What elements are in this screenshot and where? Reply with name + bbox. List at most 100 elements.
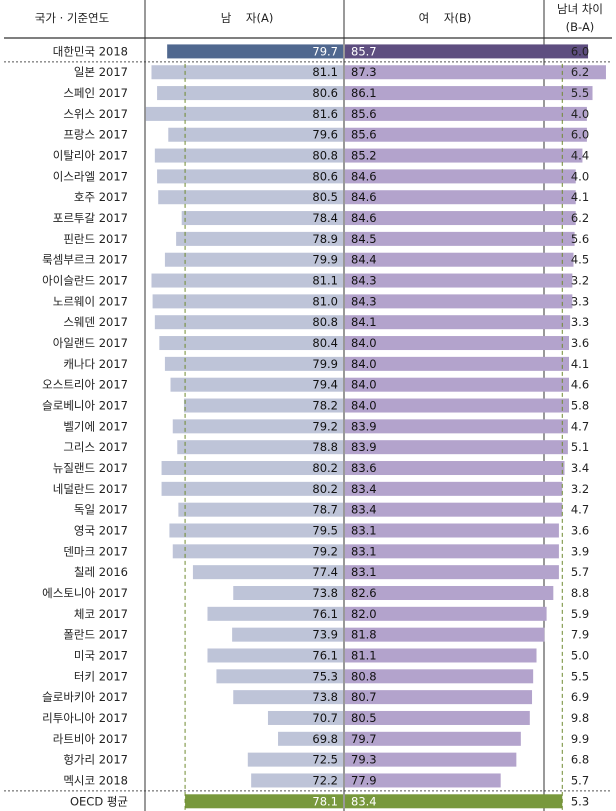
female-bar: [345, 65, 606, 80]
difference-value: 5.3: [571, 794, 589, 808]
header-country: 국가 · 기준연도: [35, 11, 109, 25]
female-value-label: 85.2: [351, 149, 377, 163]
category-label: 네덜란드 2017: [53, 482, 128, 496]
female-value-label: 79.7: [351, 732, 377, 746]
category-label: 터키 2017: [74, 669, 128, 683]
female-value-label: 84.3: [351, 294, 377, 308]
male-value-label: 81.6: [312, 107, 338, 121]
difference-value: 4.7: [571, 419, 589, 433]
difference-value: 4.1: [571, 190, 589, 204]
male-bar: [267, 710, 343, 725]
female-bar: [345, 315, 571, 330]
male-bar: [168, 127, 343, 142]
male-value-label: 80.4: [312, 336, 338, 350]
category-label: 이탈리아 2017: [53, 149, 128, 163]
female-value-label: 83.4: [351, 794, 377, 808]
male-value-label: 81.1: [312, 274, 338, 288]
male-value-label: 70.7: [312, 711, 338, 725]
category-label: 캐나다 2017: [63, 357, 128, 371]
category-label: 스페인 2017: [63, 86, 128, 100]
female-value-label: 82.0: [351, 607, 377, 621]
male-bar: [161, 461, 343, 476]
female-value-label: 86.1: [351, 86, 377, 100]
female-bar: [345, 190, 576, 205]
male-bar: [159, 336, 343, 351]
male-value-label: 81.0: [312, 294, 338, 308]
female-bar: [345, 544, 559, 559]
female-value-label: 80.7: [351, 690, 377, 704]
oecd-guide-lines: [184, 63, 563, 811]
male-bar: [161, 481, 343, 496]
category-label: 일본 2017: [74, 65, 128, 79]
category-label: 포르투갈 2017: [53, 211, 128, 225]
female-value-label: 87.3: [351, 65, 377, 79]
female-bar: [345, 669, 534, 684]
female-bar: [345, 627, 545, 642]
difference-value: 7.9: [571, 628, 589, 642]
male-bar: [170, 377, 343, 392]
male-value-label: 79.2: [312, 544, 338, 558]
difference-value: 4.6: [571, 378, 589, 392]
female-bar: [345, 419, 568, 434]
category-label: 오스트리아 2017: [42, 378, 128, 392]
category-label: 아이슬란드 2017: [42, 274, 128, 288]
female-bar: [345, 585, 554, 600]
female-bar: [345, 773, 501, 788]
difference-value: 3.9: [571, 544, 589, 558]
category-label: 영국 2017: [74, 524, 128, 538]
female-value-label: 84.6: [351, 169, 377, 183]
difference-value: 8.8: [571, 586, 589, 600]
difference-value: 5.9: [571, 607, 589, 621]
female-bar: [345, 169, 576, 184]
difference-value: 3.3: [571, 294, 589, 308]
female-value-label: 84.6: [351, 211, 377, 225]
female-bar: [345, 710, 530, 725]
category-label: 프랑스 2017: [63, 128, 128, 142]
difference-value: 5.6: [571, 232, 589, 246]
difference-value: 4.5: [571, 253, 589, 267]
male-bar: [216, 669, 343, 684]
male-bar: [178, 502, 343, 517]
category-label: 핀란드 2017: [63, 232, 128, 246]
male-value-label: 76.1: [312, 648, 338, 662]
category-label: 슬로베니아 2017: [42, 399, 128, 413]
female-value-label: 84.3: [351, 274, 377, 288]
male-bar: [169, 523, 343, 538]
female-value-label: 85.6: [351, 128, 377, 142]
male-bar: [157, 86, 343, 101]
male-value-label: 79.9: [312, 357, 338, 371]
female-bar: [345, 356, 569, 371]
category-label: 슬로바키아 2017: [42, 690, 128, 704]
male-bar: [164, 252, 343, 267]
female-bar: [345, 794, 563, 809]
male-bar: [233, 690, 343, 705]
male-bar: [183, 398, 343, 413]
difference-value: 4.7: [571, 503, 589, 517]
male-value-label: 79.7: [312, 44, 338, 58]
difference-value: 5.7: [571, 773, 589, 787]
male-bar: [151, 65, 343, 80]
difference-value: 6.2: [571, 65, 589, 79]
male-bar: [232, 627, 343, 642]
female-value-label: 84.4: [351, 253, 377, 267]
difference-value: 4.0: [571, 169, 589, 183]
male-bar: [157, 169, 343, 184]
category-label: 룩셈부르크 2017: [42, 253, 128, 267]
difference-value: 3.4: [571, 461, 589, 475]
male-value-label: 78.9: [312, 232, 338, 246]
female-value-label: 77.9: [351, 773, 377, 787]
male-value-label: 80.2: [312, 461, 338, 475]
female-bar: [345, 502, 563, 517]
male-value-label: 80.6: [312, 86, 338, 100]
category-label: 스위스 2017: [63, 107, 128, 121]
category-label: 대한민국 2018: [53, 44, 128, 58]
category-label: 칠레 2016: [74, 565, 128, 579]
male-value-label: 79.6: [312, 128, 338, 142]
female-bar: [345, 606, 547, 621]
female-value-label: 83.1: [351, 565, 377, 579]
male-bar: [172, 419, 343, 434]
difference-value: 5.5: [571, 669, 589, 683]
category-label: 스웨덴 2017: [63, 315, 128, 329]
category-label: 에스토니아 2017: [42, 586, 128, 600]
